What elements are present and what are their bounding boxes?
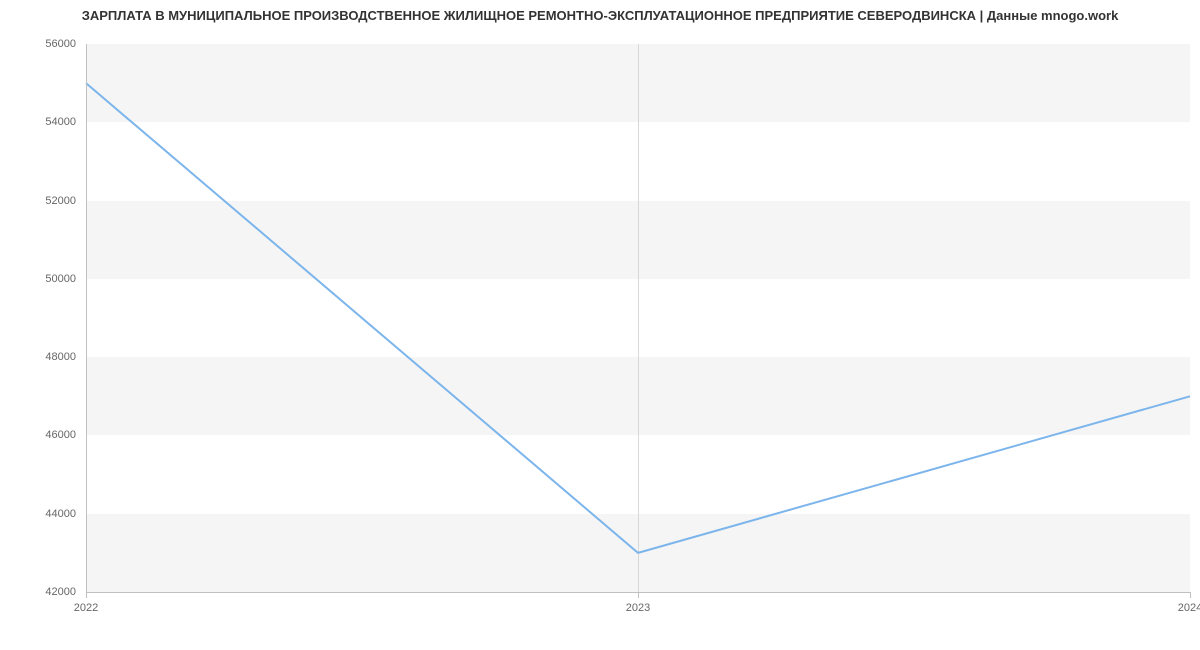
y-tick-label: 48000 [0, 351, 76, 363]
y-tick-label: 50000 [0, 273, 76, 285]
y-axis-line [86, 44, 87, 592]
x-tick-label: 2024 [1178, 602, 1200, 614]
y-tick-label: 42000 [0, 586, 76, 598]
y-tick-label: 44000 [0, 508, 76, 520]
x-tick-mark [638, 592, 639, 598]
series-line [86, 83, 1190, 553]
x-tick-mark [86, 592, 87, 598]
chart-title: ЗАРПЛАТА В МУНИЦИПАЛЬНОЕ ПРОИЗВОДСТВЕННО… [0, 8, 1200, 23]
y-tick-label: 54000 [0, 116, 76, 128]
plot-area [86, 44, 1190, 592]
x-tick-label: 2023 [626, 602, 650, 614]
chart-container: { "chart": { "type": "line", "title": "З… [0, 0, 1200, 650]
x-tick-label: 2022 [74, 602, 98, 614]
y-tick-label: 52000 [0, 195, 76, 207]
y-tick-label: 56000 [0, 38, 76, 50]
y-tick-label: 46000 [0, 429, 76, 441]
series-layer [86, 44, 1190, 592]
x-tick-mark [1190, 592, 1191, 598]
